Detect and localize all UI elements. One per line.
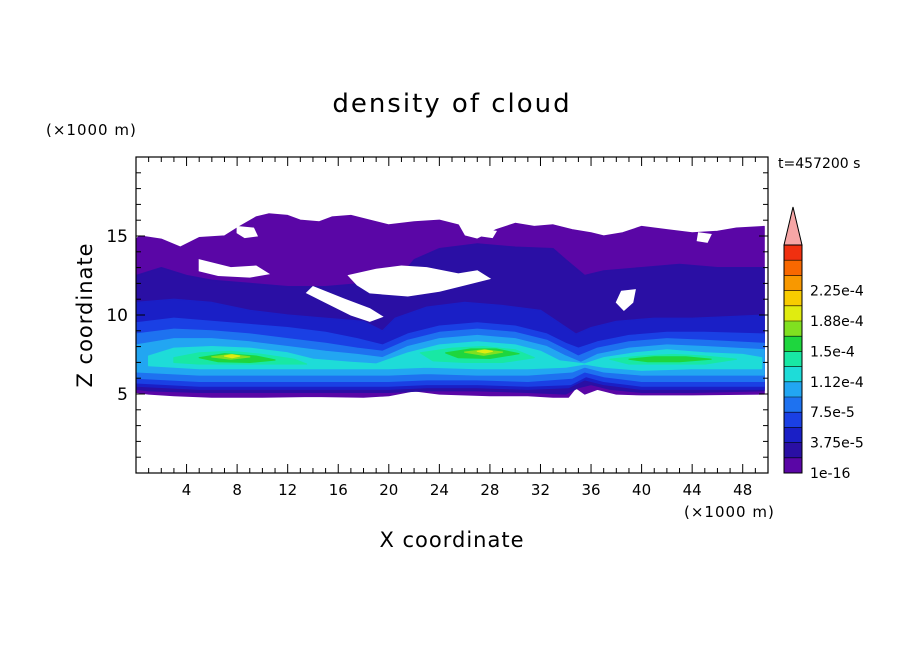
x-tick-label: 40 xyxy=(632,481,651,499)
x-tick-label: 24 xyxy=(430,481,449,499)
colorbar-swatch xyxy=(784,260,802,276)
colorbar-label: 1e-16 xyxy=(810,466,850,482)
contour-layers xyxy=(136,213,765,398)
x-tick-label: 48 xyxy=(733,481,752,499)
colorbar-swatch xyxy=(784,321,802,337)
colorbar-label: 1.5e-4 xyxy=(810,344,855,360)
colorbar-frame xyxy=(783,244,803,474)
x-tick-label: 4 xyxy=(182,481,192,499)
y-ticks: 5 10 15 xyxy=(106,172,768,458)
colorbar-swatch xyxy=(784,381,802,398)
colorbar-label: 7.5e-5 xyxy=(810,405,855,421)
colorbar-swatch xyxy=(784,457,802,474)
colorbar-swatch xyxy=(784,427,802,443)
clear-region xyxy=(480,229,498,239)
colorbar-swatch xyxy=(784,366,802,383)
y-tick-label: 15 xyxy=(106,227,128,247)
contour-level-10 xyxy=(223,354,241,359)
time-label: t=457200 s xyxy=(778,156,860,172)
colorbar-swatch xyxy=(784,351,802,367)
y-tick-label: 10 xyxy=(106,306,128,326)
colorbar-swatch xyxy=(784,305,802,322)
colorbar-swatch xyxy=(784,336,802,352)
x-tick-label: 20 xyxy=(379,481,398,499)
contour-level-10 xyxy=(476,349,493,354)
x-tick-label: 32 xyxy=(531,481,550,499)
x-tick-label: 36 xyxy=(581,481,600,499)
clear-region xyxy=(305,286,384,322)
x-axis-label: X coordinate xyxy=(379,528,524,552)
y-unit-label: (×1000 m) xyxy=(46,121,137,139)
x-tick-label: 12 xyxy=(278,481,297,499)
colorbar-swatch xyxy=(784,442,802,459)
colorbar-swatch xyxy=(784,290,802,307)
clear-region xyxy=(198,259,271,278)
x-tick-label: 44 xyxy=(683,481,702,499)
colorbar-swatch xyxy=(784,275,802,291)
colorbar-extend-arrow xyxy=(783,206,803,246)
x-ticks: 4 8 12 16 20 24 28 32 36 40 44 48 xyxy=(148,157,756,499)
x-tick-label: 28 xyxy=(480,481,499,499)
colorbar-swatch xyxy=(784,397,802,413)
clear-region xyxy=(347,265,492,297)
x-tick-label: 16 xyxy=(329,481,348,499)
clear-region xyxy=(696,232,712,243)
clear-region xyxy=(236,225,259,239)
y-tick-label: 5 xyxy=(117,385,128,405)
colorbar-label: 3.75e-5 xyxy=(810,436,864,452)
colorbar-label: 1.12e-4 xyxy=(810,375,864,391)
x-tick-label: 8 xyxy=(232,481,242,499)
colorbar-label: 1.88e-4 xyxy=(810,314,864,330)
contour-level-8 xyxy=(628,356,712,363)
y-axis-label: Z coordinate xyxy=(73,242,97,387)
colorbar: 1e-16 3.75e-5 7.5e-5 1.12e-4 1.5e-4 1.88e-4 2.… xyxy=(783,206,864,482)
colorbar-label: 2.25e-4 xyxy=(810,284,864,300)
chart-title: density of cloud xyxy=(332,89,571,119)
colorbar-swatch xyxy=(784,412,802,428)
clear-region xyxy=(615,289,636,311)
colorbar-swatch xyxy=(784,245,802,261)
x-unit-label: (×1000 m) xyxy=(684,503,775,521)
